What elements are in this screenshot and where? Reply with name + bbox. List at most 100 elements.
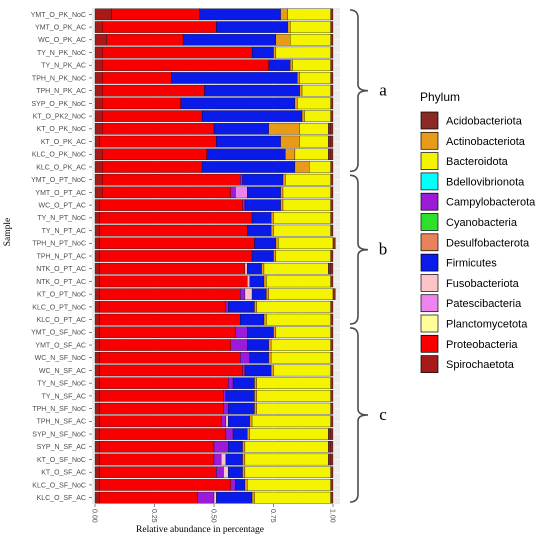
bar-segment-bacteroidota xyxy=(297,97,331,110)
bar-segment-other xyxy=(330,453,334,466)
bar-segment-actinobacteriota xyxy=(266,288,269,300)
bar-segment-campylobacterota xyxy=(230,479,236,491)
bar-segment-acidobacteriota xyxy=(330,402,334,415)
y-tick-label: YMT_O_SF_NoC xyxy=(31,330,86,337)
bar-segment-actinobacteriota xyxy=(290,59,293,71)
bar-segment-acidobacteriota xyxy=(328,453,331,466)
bar-segment-acidobacteriota xyxy=(330,173,334,186)
bar-segment-actinobacteriota xyxy=(244,479,248,491)
bar-segment-proteobacteria xyxy=(99,199,243,211)
bar-segment-actinobacteriota xyxy=(254,390,257,402)
group-label: b xyxy=(379,240,388,259)
bar-segment-actinobacteriota xyxy=(263,275,267,288)
bar-segment-other xyxy=(330,135,334,148)
bar-segment-acidobacteriota xyxy=(330,224,334,237)
legend-swatch-cyanobacteria xyxy=(420,213,439,231)
legend-swatch-firmicutes xyxy=(420,253,439,272)
legend-swatch-planctomycetota xyxy=(420,314,439,333)
bar-segment-acidobacteriota xyxy=(328,428,331,440)
y-tick-label: TY_N_PT_NoC xyxy=(37,215,86,222)
y-tick-label: TY_N_PK_AC xyxy=(41,63,86,70)
bar-segment-actinobacteriota xyxy=(294,161,310,173)
bar-segment-spirochaetota xyxy=(94,326,100,339)
y-tick-label: TY_N_PT_AC xyxy=(42,228,86,235)
y-tick-label: KT_O_PT_NoC xyxy=(37,292,86,299)
bar-segment-spirochaetota xyxy=(94,390,100,402)
bar-segment-proteobacteria xyxy=(101,84,205,97)
bar-segment-acidobacteriota xyxy=(330,313,334,326)
bar-segment-proteobacteria xyxy=(106,34,184,46)
bar-segment-firmicutes xyxy=(225,390,255,402)
bar-segment-acidobacteriota xyxy=(328,123,331,135)
bar-segment-proteobacteria xyxy=(99,250,253,262)
bar-segment-actinobacteriota xyxy=(297,72,300,84)
bar-segment-proteobacteria xyxy=(99,262,246,275)
bar-segment-actinobacteriota xyxy=(270,212,274,224)
bar-segment-firmicutes xyxy=(216,491,253,504)
bar-segment-firmicutes xyxy=(228,415,250,428)
bar-segment-acidobacteriota xyxy=(330,46,334,59)
y-tick-label: SYP_O_PK_NoC xyxy=(32,101,86,108)
bar-segment-firmicutes xyxy=(201,161,296,173)
legend-swatch-desulfobacterota xyxy=(420,233,439,252)
group-bracket xyxy=(349,327,369,503)
y-tick-label: TPH_N_PK_NoC xyxy=(32,75,86,82)
bar-segment-campylobacterota xyxy=(223,402,229,415)
legend-swatch-spirochaetota xyxy=(420,355,439,373)
bar-segment-firmicutes xyxy=(216,21,288,33)
bar-segment-firmicutes xyxy=(247,262,262,275)
group-label: a xyxy=(379,81,387,100)
y-tick-label: SYP_N_SF_NoC xyxy=(32,431,86,438)
bar-segment-campylobacterota xyxy=(242,364,246,377)
bar-segment-firmicutes xyxy=(228,466,243,478)
y-tick-label: KT_O_SF_AC xyxy=(41,470,86,477)
bar-segment-proteobacteria xyxy=(99,466,217,478)
bar-segment-spirochaetota xyxy=(94,199,100,211)
bar-segment-actinobacteriota xyxy=(254,301,257,313)
bar-segment-actinobacteriota xyxy=(294,97,298,110)
bar-segment-acidobacteriota xyxy=(330,415,334,428)
bar-segment-spirochaetota xyxy=(94,46,103,59)
group-brackets: a b c xyxy=(349,9,388,503)
bar-segment-spirochaetota xyxy=(94,237,100,250)
y-tick-label: KT_O_PK_AC xyxy=(41,139,86,146)
bar-segment-spirochaetota xyxy=(94,441,100,453)
bar-segment-firmicutes xyxy=(171,72,298,84)
bar-segment-bacteroidota xyxy=(256,377,331,389)
bar-segment-proteobacteria xyxy=(101,148,208,161)
bar-segment-bacteroidota xyxy=(299,123,329,135)
y-tick-label: KT_O_PK2_NoC xyxy=(33,114,86,121)
bar-segment-patescibacteria xyxy=(235,186,248,199)
bar-segment-campylobacterota xyxy=(242,199,246,211)
bar-segment-actinobacteriota xyxy=(268,351,272,364)
legend-label: Proteobacteria xyxy=(446,339,518,351)
bar-segment-actinobacteriota xyxy=(275,34,291,46)
bar-segment-proteobacteria xyxy=(99,453,215,466)
bar-segment-spirochaetota xyxy=(94,161,103,173)
bar-segment-bacteroidota xyxy=(244,453,329,466)
bar-segment-bacteroidota xyxy=(254,491,331,504)
bar-segment-spirochaetota xyxy=(94,262,100,275)
bar-segment-spirochaetota xyxy=(94,135,100,148)
bar-segment-acidobacteriota xyxy=(330,377,334,389)
group-bracket xyxy=(349,174,369,325)
bar-segment-actinobacteriota xyxy=(268,339,272,351)
bar-segment-firmicutes xyxy=(247,186,281,199)
bar-segment-proteobacteria xyxy=(99,313,241,326)
legend-label: Campylobacterota xyxy=(446,197,536,209)
bar-segment-spirochaetota xyxy=(94,301,100,313)
bar-segment-firmicutes xyxy=(244,364,272,377)
bar-segment-bacteroidota xyxy=(275,250,331,262)
bar-segment-spirochaetota xyxy=(94,402,100,415)
bar-segment-proteobacteria xyxy=(99,428,227,440)
bar-segment-proteobacteria xyxy=(101,46,253,59)
y-tick-label: NTK_O_PT_AC xyxy=(36,266,86,273)
bar-segment-proteobacteria xyxy=(101,173,241,186)
bar-segment-acidobacteriota xyxy=(330,275,334,288)
bar-segment-campylobacterota xyxy=(213,441,229,453)
bar-segment-acidobacteriota xyxy=(330,84,334,97)
bar-segment-actinobacteriota xyxy=(273,326,277,339)
bar-segment-bacteroidota xyxy=(247,479,331,491)
bar-segment-spirochaetota xyxy=(94,415,100,428)
y-tick-label: KLC_O_PK_NoC xyxy=(32,152,86,159)
